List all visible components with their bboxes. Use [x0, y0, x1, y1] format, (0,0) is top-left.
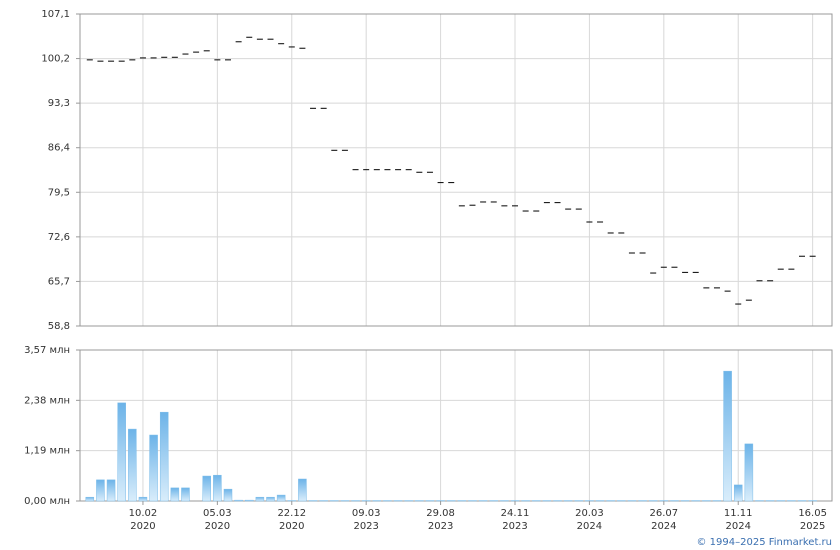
y-tick-label: 2,38 млн — [24, 395, 70, 406]
x-tick-year: 2020 — [279, 521, 304, 532]
x-tick-label: 05.03 — [203, 508, 232, 519]
volume-bar — [128, 428, 137, 502]
x-tick-label: 26.07 — [649, 508, 678, 519]
volume-bar — [245, 499, 254, 502]
volume-bar — [276, 494, 286, 502]
volume-bar — [159, 411, 169, 502]
y-tick-label: 100,2 — [41, 54, 70, 65]
volume-bar — [96, 479, 105, 502]
volume-bar — [106, 479, 116, 502]
x-tick-label: 24.11 — [501, 508, 530, 519]
x-tick-label: 10.02 — [129, 508, 158, 519]
x-tick-label: 20.03 — [575, 508, 604, 519]
y-tick-label: 107,1 — [41, 9, 70, 20]
volume-bar — [181, 487, 190, 502]
y-tick-label: 0,00 млн — [24, 496, 70, 507]
x-tick-year: 2024 — [577, 521, 602, 532]
x-tick-label: 16.05 — [798, 508, 827, 519]
x-tick-year: 2024 — [726, 521, 751, 532]
x-tick-year: 2020 — [130, 521, 155, 532]
y-tick-label: 58,8 — [48, 321, 70, 332]
volume-bar — [202, 475, 211, 502]
x-tick-label: 29.08 — [426, 508, 455, 519]
y-tick-label: 72,6 — [48, 232, 70, 243]
volume-bar — [85, 496, 95, 502]
volume-bar — [255, 496, 265, 502]
x-tick-year: 2023 — [502, 521, 527, 532]
volume-bar — [213, 474, 222, 502]
y-tick-label: 3,57 млн — [24, 345, 70, 356]
volume-bar — [223, 488, 233, 502]
x-tick-year: 2024 — [651, 521, 676, 532]
y-tick-label: 65,7 — [48, 276, 70, 287]
footer: © 1994–2025 Finmarket.ru — [696, 537, 832, 548]
x-tick-year: 2023 — [428, 521, 453, 532]
x-tick-year: 2023 — [353, 521, 378, 532]
volume-bar — [138, 496, 148, 502]
y-tick-label: 86,4 — [48, 143, 70, 154]
y-tick-label: 1,19 млн — [24, 446, 70, 457]
volume-bar — [266, 496, 275, 502]
y-tick-label: 93,3 — [48, 98, 70, 109]
volume-bar — [723, 370, 732, 502]
volume-bar — [149, 434, 158, 502]
x-tick-label: 11.11 — [724, 508, 753, 519]
plot-frame — [79, 13, 833, 327]
volume-bar — [117, 402, 126, 502]
volume-bar — [298, 478, 307, 502]
volume-bar — [170, 487, 180, 502]
x-tick-year: 2025 — [800, 521, 825, 532]
volume-bar — [733, 484, 743, 502]
x-tick-year: 2020 — [205, 521, 230, 532]
plot-frame — [79, 349, 833, 502]
x-tick-label: 09.03 — [352, 508, 381, 519]
volume-bar — [744, 443, 754, 502]
y-tick-label: 79,5 — [48, 187, 70, 198]
volume-bar — [234, 499, 243, 502]
x-tick-label: 22.12 — [277, 508, 306, 519]
